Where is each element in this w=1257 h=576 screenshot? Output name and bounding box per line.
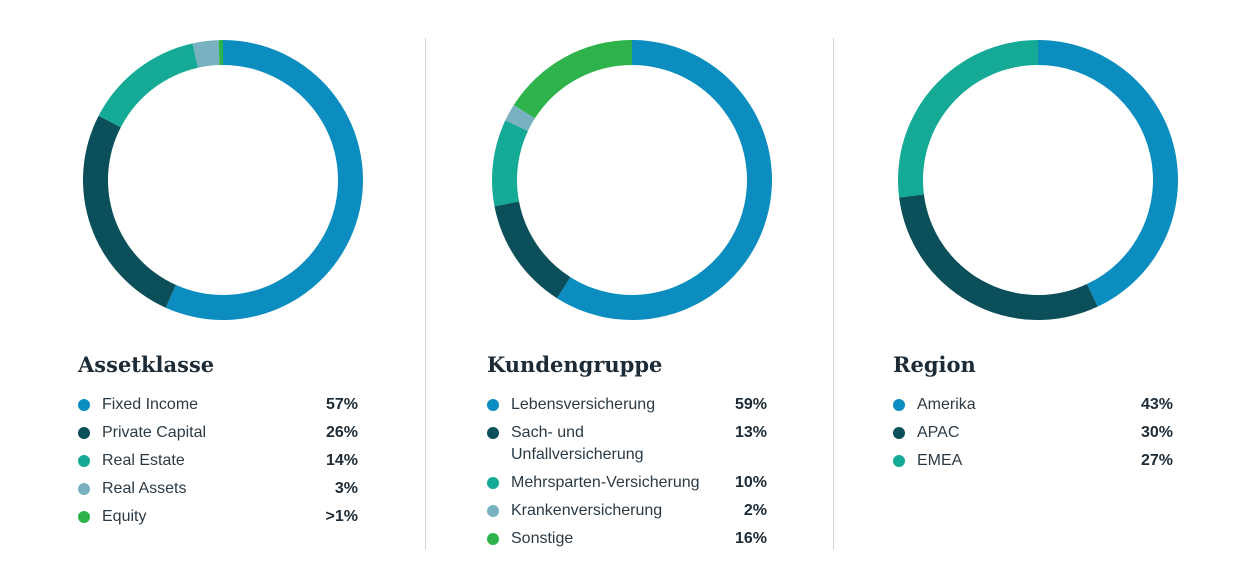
legend-color-dot [487,427,499,439]
chart-title: Region [893,352,976,377]
legend-value: 27% [1140,452,1173,469]
legend-item: Real Assets 3% [78,478,368,500]
legend-label: Krankenversicherung [511,502,663,519]
legend-color-dot [893,399,905,411]
donut-slice-sonstige [513,40,632,119]
legend-color-dot [78,483,90,495]
donut-slice-real-assets [192,40,220,68]
legend-color-dot [78,399,90,411]
donut-slice-krankenversicherung [505,104,535,132]
legend-value: 13% [734,424,767,441]
chart-legend: Lebensversicherung 59% Sach- und Unfallve… [487,394,777,556]
panel-divider [425,38,426,550]
legend-color-dot [78,455,90,467]
legend-value: >1% [325,508,358,525]
donut-slice-mehrsparten-versicherung [492,120,528,207]
legend-item: Mehrsparten-Versicherung 10% [487,472,777,494]
chart-panel-assetklasse: Assetklasse Fixed Income 57% Private Capi… [78,0,378,576]
legend-item: Sach- und Unfallversicherung 13% [487,422,777,466]
donut-chart-assetklasse [82,40,364,320]
legend-item: Fixed Income 57% [78,394,368,416]
legend-label: Lebensversicherung [511,396,656,413]
legend-color-dot [893,455,905,467]
legend-label: Private Capital [102,424,207,441]
legend-value: 26% [325,424,358,441]
legend-color-dot [78,427,90,439]
legend-value: 30% [1140,424,1173,441]
donut-slice-private-capital [82,115,176,308]
donut-slice-fixed-income [165,40,364,320]
legend-label: Mehrsparten-Versicherung [511,474,700,491]
donut-slice-equity [218,40,223,66]
donut-slice-emea [898,40,1038,198]
legend-value: 3% [334,480,358,497]
legend-label: APAC [917,424,960,441]
legend-item: Lebensversicherung 59% [487,394,777,416]
legend-item: Equity >1% [78,506,368,528]
legend-value: 2% [743,502,767,519]
donut-slice-real-estate [98,43,199,128]
legend-value: 16% [734,530,767,547]
legend-label: Sonstige [511,530,574,547]
legend-label: Real Estate [102,452,185,469]
legend-color-dot [78,511,90,523]
legend-item: APAC 30% [893,422,1183,444]
legend-value: 10% [734,474,767,491]
panel-divider [833,38,834,550]
legend-item: Private Capital 26% [78,422,368,444]
legend-item: Sonstige 16% [487,528,777,550]
chart-legend: Amerika 43% APAC 30% EMEA 27% [893,394,1183,478]
legend-item: Real Estate 14% [78,450,368,472]
legend-label: Fixed Income [102,396,199,413]
donut-slice-apac [899,194,1098,320]
donut-slice-amerika [1038,40,1178,307]
legend-color-dot [487,533,499,545]
legend-color-dot [893,427,905,439]
chart-panel-region: Region Amerika 43% APAC 30% EMEA 27% [893,0,1193,576]
legend-label: Equity [102,508,147,525]
legend-item: EMEA 27% [893,450,1183,472]
legend-value: 57% [325,396,358,413]
donut-chart-region [898,40,1178,320]
legend-value: 43% [1140,396,1173,413]
donut-slice-lebensversicherung [556,40,772,320]
legend-label: Sach- und Unfallversicherung [511,424,644,463]
legend-item: Krankenversicherung 2% [487,500,777,522]
chart-title: Kundengruppe [487,352,663,377]
legend-label: Amerika [917,396,976,413]
legend-label: EMEA [917,452,963,469]
legend-color-dot [487,399,499,411]
legend-label: Real Assets [102,480,187,497]
chart-title: Assetklasse [78,352,215,377]
legend-color-dot [487,505,499,517]
legend-item: Amerika 43% [893,394,1183,416]
legend-value: 59% [734,396,767,413]
legend-color-dot [487,477,499,489]
chart-panel-kundengruppe: Kundengruppe Lebensversicherung 59% Sach-… [487,0,787,576]
donut-chart-kundengruppe [492,40,772,320]
legend-value: 14% [325,452,358,469]
chart-legend: Fixed Income 57% Private Capital 26% Real … [78,394,368,534]
donut-slice-sach-und-unfallversicherung [494,201,571,299]
